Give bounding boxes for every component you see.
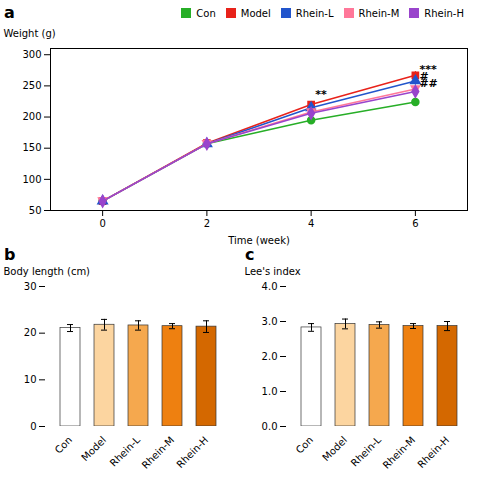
html-text:a: a [4,3,15,22]
svg-text:300: 300 [22,49,41,60]
svg-text:4: 4 [308,218,314,229]
svg-text:Model: Model [320,434,349,463]
svg-text:Con: Con [294,434,316,456]
svg-text:0: 0 [30,421,36,432]
svg-text:Model: Model [79,434,108,463]
svg-text:10: 10 [24,374,37,385]
svg-text:1.0: 1.0 [262,386,278,397]
svg-text:20: 20 [24,327,37,338]
svg-text:Con: Con [53,434,75,456]
svg-text:200: 200 [22,111,41,122]
html-text:Model: Model [240,7,271,19]
svg-text:0: 0 [99,218,105,229]
svg-text:2: 2 [204,218,210,229]
svg-text:Rhein-H: Rhein-H [415,434,451,470]
svg-text:Rhein-L: Rhein-L [108,434,143,469]
html-text:c: c [245,245,255,264]
svg-text:30: 30 [24,281,37,292]
svg-text:Time (week): Time (week) [227,235,290,246]
svg-text:6: 6 [412,218,418,229]
svg-text:4.0: 4.0 [262,281,278,292]
svg-text:2.0: 2.0 [262,351,278,362]
svg-text:Body length (cm): Body length (cm) [4,266,91,277]
svg-text:Weight (g): Weight (g) [4,28,56,39]
svg-text:Rhein-M: Rhein-M [381,434,418,471]
svg-text:##: ## [419,77,437,90]
svg-text:0.0: 0.0 [262,421,278,432]
html-text:Rhein-M: Rhein-M [358,7,400,19]
svg-text:100: 100 [22,174,41,185]
svg-text:Rhein-H: Rhein-H [174,434,210,470]
svg-text:**: ** [315,88,327,101]
svg-text:3.0: 3.0 [262,316,278,327]
html-text:Rhein-H: Rhein-H [424,7,464,19]
html-text:b: b [4,245,16,264]
svg-text:150: 150 [22,142,41,153]
svg-text:Rhein-M: Rhein-M [140,434,177,471]
html-text:Con: Con [196,7,216,19]
svg-text:250: 250 [22,80,41,91]
svg-text:Lee's index: Lee's index [245,266,301,277]
svg-text:50: 50 [29,205,42,216]
html-text:Rhein-L: Rhein-L [295,7,334,19]
svg-text:Rhein-L: Rhein-L [349,434,384,469]
